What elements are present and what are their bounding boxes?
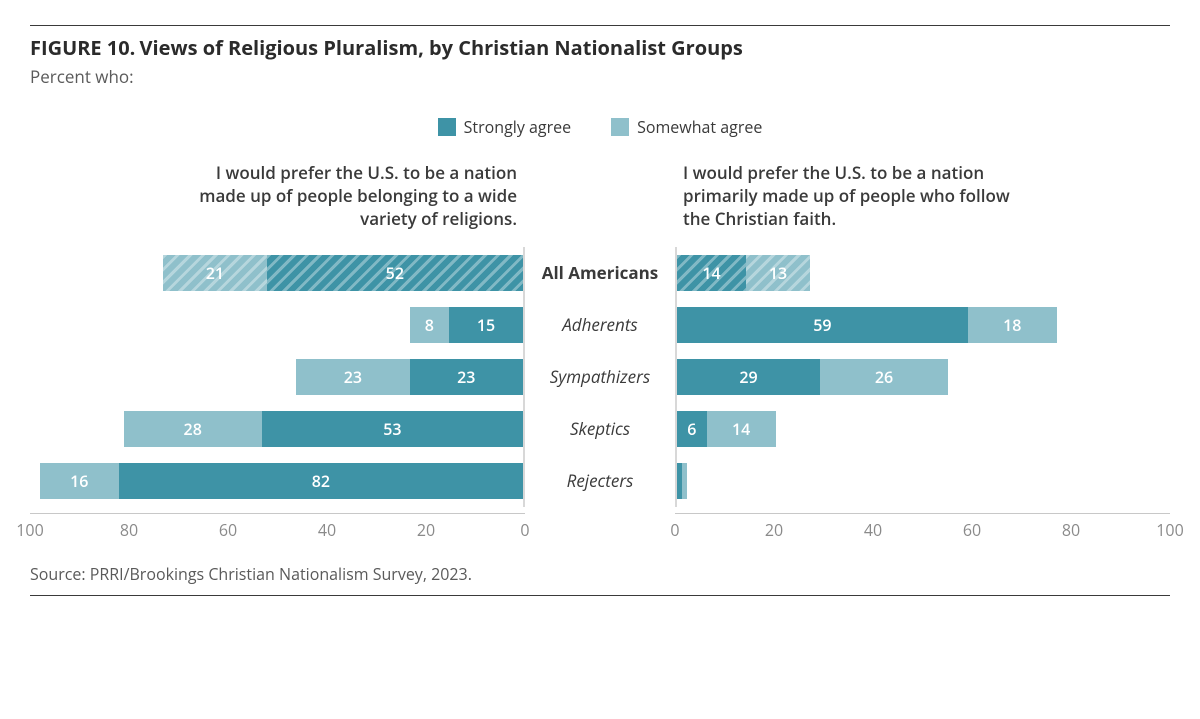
chart-row: 2853Skeptics614	[30, 403, 1170, 455]
axis-tick: 80	[120, 519, 138, 541]
bar-right-strong: 6	[677, 411, 707, 447]
bar-right-somewhat: 26	[820, 359, 948, 395]
bar-right-somewhat: 14	[707, 411, 776, 447]
right-panel-heading: I would prefer the U.S. to be a nation p…	[675, 162, 1015, 231]
category-label: All Americans	[525, 261, 675, 284]
legend-item-strong: Strongly agree	[438, 116, 571, 138]
x-axis: 020406080100 020406080100	[30, 513, 1170, 541]
bar-left-somewhat: 8	[410, 307, 449, 343]
chart-row: 815Adherents5918	[30, 299, 1170, 351]
bar-right-somewhat	[682, 463, 687, 499]
subtitle: Percent who:	[30, 65, 1170, 88]
category-label: Rejecters	[525, 469, 675, 492]
legend-label-strong: Strongly agree	[464, 116, 571, 138]
bar-left-somewhat: 23	[296, 359, 409, 395]
bar-left-strong: 82	[119, 463, 523, 499]
left-panel-heading: I would prefer the U.S. to be a nation m…	[185, 162, 525, 231]
axis-tick: 0	[520, 519, 529, 541]
bar-right-strong: 14	[677, 255, 746, 291]
legend: Strongly agree Somewhat agree	[30, 116, 1170, 138]
axis-tick: 40	[318, 519, 336, 541]
axis-tick: 100	[16, 519, 43, 541]
bar-left-strong: 53	[262, 411, 523, 447]
axis-tick: 60	[963, 519, 981, 541]
axis-tick: 20	[417, 519, 435, 541]
axis-tick: 0	[670, 519, 679, 541]
axis-tick: 60	[219, 519, 237, 541]
bar-right-strong: 29	[677, 359, 820, 395]
legend-swatch-strong	[438, 118, 456, 136]
axis-tick: 40	[864, 519, 882, 541]
bar-right-somewhat: 18	[968, 307, 1057, 343]
category-label: Skeptics	[525, 417, 675, 440]
bar-right-strong: 59	[677, 307, 968, 343]
legend-swatch-somewhat	[611, 118, 629, 136]
figure-label: FIGURE 10.	[30, 34, 135, 61]
legend-item-somewhat: Somewhat agree	[611, 116, 762, 138]
axis-tick: 100	[1156, 519, 1183, 541]
bar-left-strong: 52	[267, 255, 523, 291]
bar-left-strong: 15	[449, 307, 523, 343]
bar-right-somewhat: 13	[746, 255, 810, 291]
chart-row: 2323Sympathizers2926	[30, 351, 1170, 403]
panel-headings: I would prefer the U.S. to be a nation m…	[30, 162, 1170, 231]
axis-tick: 80	[1062, 519, 1080, 541]
chart-row: 2152All Americans1413	[30, 247, 1170, 299]
category-label: Adherents	[525, 313, 675, 336]
bar-left-somewhat: 16	[40, 463, 119, 499]
bar-left-somewhat: 21	[163, 255, 267, 291]
legend-label-somewhat: Somewhat agree	[637, 116, 762, 138]
bar-left-strong: 23	[410, 359, 523, 395]
diverging-bar-chart: 2152All Americans1413815Adherents5918232…	[30, 247, 1170, 541]
chart-row: 1682Rejecters	[30, 455, 1170, 507]
source-note: Source: PRRI/Brookings Christian Nationa…	[30, 563, 1170, 596]
title-block: FIGURE 10. Views of Religious Pluralism,…	[30, 25, 1170, 61]
axis-tick: 20	[765, 519, 783, 541]
bar-left-somewhat: 28	[124, 411, 262, 447]
category-label: Sympathizers	[525, 365, 675, 388]
figure-title-text: Views of Religious Pluralism, by Christi…	[140, 34, 743, 61]
